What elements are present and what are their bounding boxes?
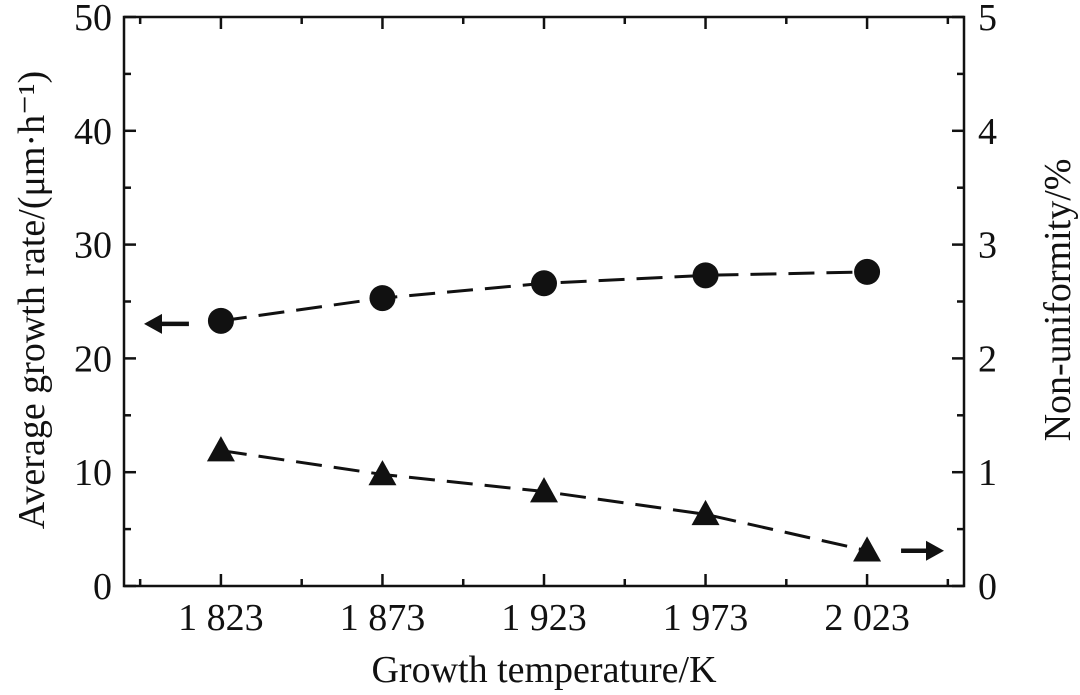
axis-indicator-arrows <box>144 313 944 561</box>
x-tick-label: 1 923 <box>501 597 587 639</box>
y-right-tick-label: 1 <box>978 452 997 494</box>
circle-marker <box>369 285 396 312</box>
y-right-tick-label: 2 <box>978 338 997 380</box>
x-tick-label: 1 823 <box>178 597 264 639</box>
circle-marker <box>531 270 557 297</box>
y-right-tick-label: 4 <box>978 111 997 153</box>
data-markers <box>206 258 882 562</box>
y-axis-left-label: Average growth rate/(μm·h⁻¹) <box>11 71 53 529</box>
y-axis-right-label: Non-uniformity/% <box>1037 159 1079 442</box>
triangle-marker <box>206 436 235 462</box>
y-right-tick-label: 3 <box>978 225 997 267</box>
y-left-tick-label: 30 <box>74 225 112 267</box>
triangle-marker <box>853 536 882 562</box>
right-axis-arrow-head <box>926 540 944 561</box>
circle-marker <box>692 262 719 289</box>
y-left-tick-label: 0 <box>93 566 112 608</box>
x-axis-label: Growth temperature/K <box>371 649 717 691</box>
circle-marker <box>207 307 234 334</box>
left-axis-arrow-head <box>144 313 162 334</box>
axis-ticks: 1 823 1 873 1 923 1 973 2 023 0 10 20 30 40 50 0 1 2 3… <box>74 0 997 639</box>
triangle-marker <box>530 477 558 503</box>
y-right-tick-label: 5 <box>978 0 997 39</box>
series-lines <box>220 270 868 553</box>
x-tick-label: 1 973 <box>663 597 749 639</box>
triangle-marker <box>691 499 720 526</box>
y-left-tick-label: 50 <box>74 0 112 39</box>
y-left-tick-label: 20 <box>74 338 112 380</box>
x-tick-label: 1 873 <box>340 597 426 639</box>
y-right-tick-label: 0 <box>978 566 997 608</box>
circle-marker <box>854 258 881 285</box>
y-left-tick-label: 40 <box>74 111 112 153</box>
x-tick-label: 2 023 <box>824 597 910 639</box>
triangle-marker <box>368 460 397 486</box>
y-left-tick-label: 10 <box>74 452 112 494</box>
